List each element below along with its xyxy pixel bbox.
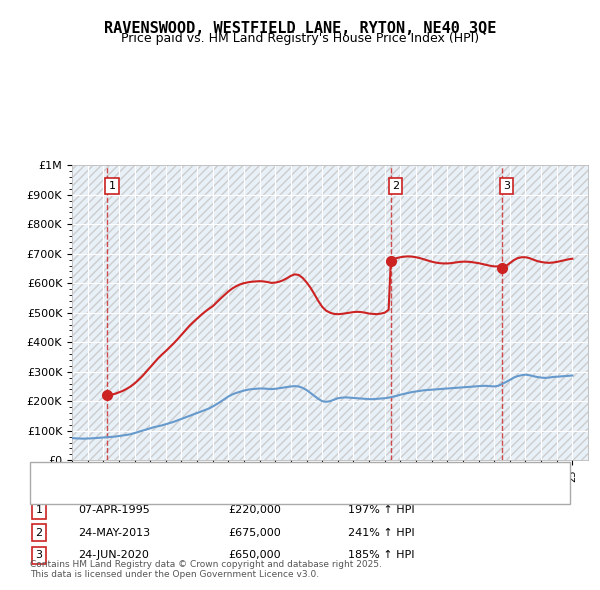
Text: 2: 2 xyxy=(392,181,399,191)
Text: RAVENSWOOD, WESTFIELD LANE, RYTON, NE40 3QE: RAVENSWOOD, WESTFIELD LANE, RYTON, NE40 … xyxy=(104,21,496,35)
Text: £220,000: £220,000 xyxy=(228,506,281,515)
Text: 3: 3 xyxy=(503,181,510,191)
Text: Price paid vs. HM Land Registry's House Price Index (HPI): Price paid vs. HM Land Registry's House … xyxy=(121,32,479,45)
Text: 1: 1 xyxy=(109,181,116,191)
Text: £650,000: £650,000 xyxy=(228,550,281,560)
Text: Contains HM Land Registry data © Crown copyright and database right 2025.
This d: Contains HM Land Registry data © Crown c… xyxy=(30,560,382,579)
Text: HPI: Average price, detached house, Gateshead: HPI: Average price, detached house, Gate… xyxy=(75,487,325,497)
Text: 2: 2 xyxy=(35,528,43,537)
Text: RAVENSWOOD, WESTFIELD LANE, RYTON, NE40 3QE (detached house): RAVENSWOOD, WESTFIELD LANE, RYTON, NE40 … xyxy=(75,469,442,479)
Text: 241% ↑ HPI: 241% ↑ HPI xyxy=(348,528,415,537)
Text: 3: 3 xyxy=(35,550,43,560)
Text: 24-MAY-2013: 24-MAY-2013 xyxy=(78,528,150,537)
Text: £675,000: £675,000 xyxy=(228,528,281,537)
Text: 07-APR-1995: 07-APR-1995 xyxy=(78,506,150,515)
Text: 197% ↑ HPI: 197% ↑ HPI xyxy=(348,506,415,515)
Text: 24-JUN-2020: 24-JUN-2020 xyxy=(78,550,149,560)
Bar xyxy=(72,165,588,460)
Text: 1: 1 xyxy=(35,506,43,515)
Text: 185% ↑ HPI: 185% ↑ HPI xyxy=(348,550,415,560)
